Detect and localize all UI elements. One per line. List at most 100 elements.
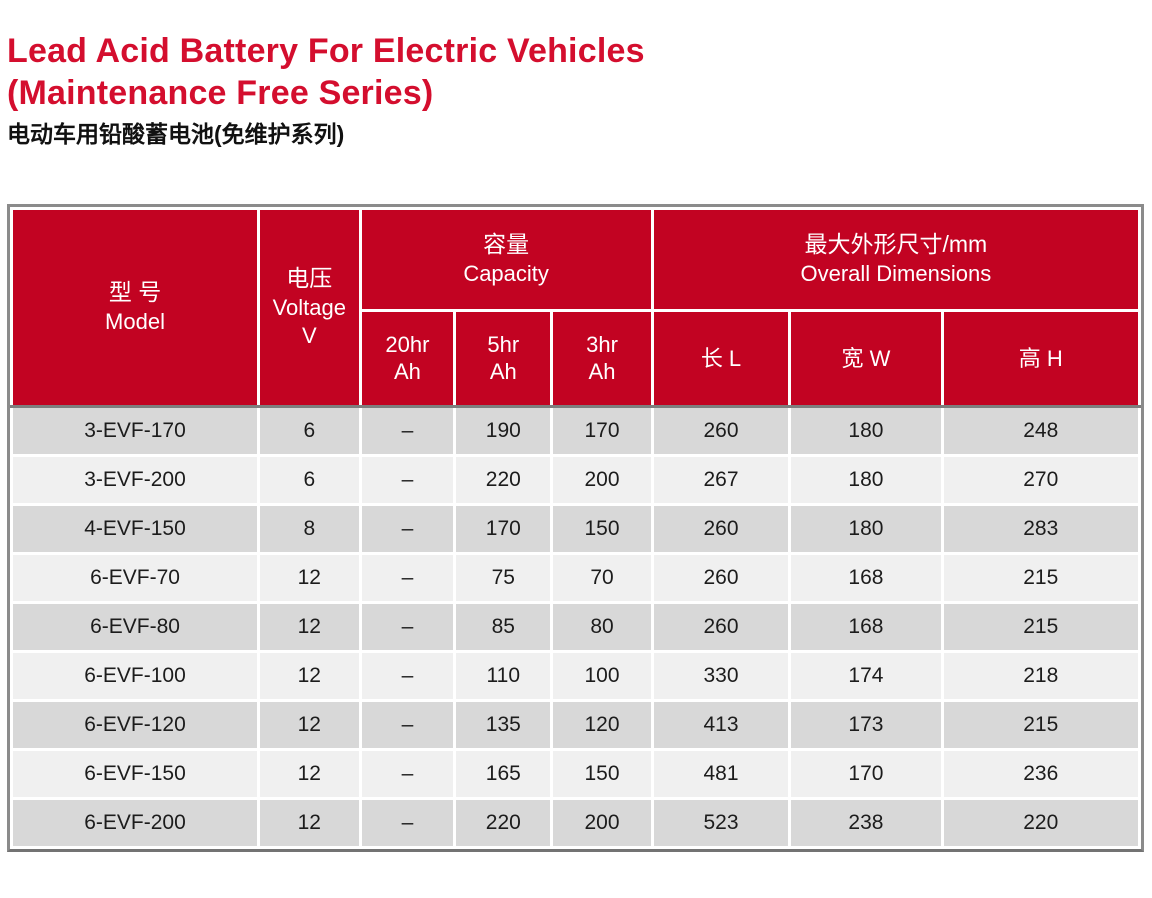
cell-width: 170 xyxy=(788,747,944,800)
cell-width: 180 xyxy=(788,404,944,457)
cell-model: 3-EVF-200 xyxy=(9,453,261,506)
cell-capacity-5hr: 220 xyxy=(453,453,554,506)
table-row: 6-EVF-80 12–85 80 260 168 215 xyxy=(9,600,1142,653)
spec-table-container: 型 号 Model 电压 Voltage V 容量 Capacity 最大外形尺… xyxy=(7,203,1144,852)
col-header-3hr-line2: Ah xyxy=(588,359,616,385)
table-row: 6-EVF-70 12–75 70 260 168 215 xyxy=(9,551,1142,604)
cell-height: 248 xyxy=(940,404,1142,457)
cell-voltage: 12 xyxy=(257,747,362,800)
cell-voltage: 6 xyxy=(257,404,362,457)
cell-length: 523 xyxy=(650,796,792,849)
cell-model: 6-EVF-80 xyxy=(9,600,261,653)
page-title: Lead Acid Battery For Electric Vehicles (… xyxy=(7,30,1144,114)
col-header-20hr-line2: Ah xyxy=(393,359,421,385)
col-header-capacity-cn: 容量 xyxy=(483,231,530,258)
page: Lead Acid Battery For Electric Vehicles (… xyxy=(7,30,1144,852)
cell-length: 260 xyxy=(650,404,792,457)
table-row: 6-EVF-200 12–220 200 523 238 220 xyxy=(9,796,1142,849)
cell-height: 215 xyxy=(940,698,1142,751)
cell-model: 6-EVF-120 xyxy=(9,698,261,751)
cell-capacity-5hr: 75 xyxy=(453,551,554,604)
cell-capacity-20hr: – xyxy=(358,453,457,506)
col-header-capacity: 容量 Capacity xyxy=(358,206,654,312)
cell-capacity-5hr: 85 xyxy=(453,600,554,653)
cell-capacity-20hr: – xyxy=(358,551,457,604)
cell-model: 6-EVF-70 xyxy=(9,551,261,604)
table-row: 3-EVF-200 6–220 200 267 180 270 xyxy=(9,453,1142,506)
cell-width: 238 xyxy=(788,796,944,849)
cell-capacity-3hr: 200 xyxy=(550,796,654,849)
cell-width: 180 xyxy=(788,502,944,555)
table-row: 3-EVF-170 6–190 170 260 180 248 xyxy=(9,404,1142,457)
cell-capacity-5hr: 135 xyxy=(453,698,554,751)
cell-capacity-5hr: 190 xyxy=(453,404,554,457)
col-header-voltage: 电压 Voltage V xyxy=(257,206,362,408)
col-header-width: 宽 W xyxy=(788,308,944,408)
cell-length: 481 xyxy=(650,747,792,800)
cell-width: 174 xyxy=(788,649,944,702)
cell-length: 260 xyxy=(650,551,792,604)
cell-length: 330 xyxy=(650,649,792,702)
table-row: 4-EVF-150 8–170 150 260 180 283 xyxy=(9,502,1142,555)
cell-capacity-20hr: – xyxy=(358,600,457,653)
cell-capacity-20hr: – xyxy=(358,796,457,849)
cell-voltage: 12 xyxy=(257,600,362,653)
cell-width: 173 xyxy=(788,698,944,751)
cell-capacity-20hr: – xyxy=(358,747,457,800)
cell-capacity-3hr: 100 xyxy=(550,649,654,702)
cell-height: 236 xyxy=(940,747,1142,800)
cell-height: 270 xyxy=(940,453,1142,506)
col-header-capacity-en: Capacity xyxy=(463,261,549,287)
cell-capacity-20hr: – xyxy=(358,502,457,555)
cell-width: 168 xyxy=(788,600,944,653)
col-header-5hr: 5hr Ah xyxy=(453,308,554,408)
cell-model: 6-EVF-150 xyxy=(9,747,261,800)
col-header-dimensions-cn: 最大外形尺寸/mm xyxy=(804,231,988,258)
cell-length: 413 xyxy=(650,698,792,751)
cell-capacity-3hr: 120 xyxy=(550,698,654,751)
cell-voltage: 12 xyxy=(257,649,362,702)
cell-height: 218 xyxy=(940,649,1142,702)
cell-voltage: 12 xyxy=(257,551,362,604)
col-header-3hr-line1: 3hr xyxy=(586,331,618,357)
cell-length: 260 xyxy=(650,600,792,653)
cell-length: 267 xyxy=(650,453,792,506)
table-body: 3-EVF-170 6–190 170 260 180 248 3-EVF-200 6–220… xyxy=(9,404,1142,849)
cell-voltage: 12 xyxy=(257,698,362,751)
cell-capacity-3hr: 200 xyxy=(550,453,654,506)
cell-model: 6-EVF-200 xyxy=(9,796,261,849)
col-header-dimensions: 最大外形尺寸/mm Overall Dimensions xyxy=(650,206,1142,312)
cell-voltage: 12 xyxy=(257,796,362,849)
table-header: 型 号 Model 电压 Voltage V 容量 Capacity 最大外形尺… xyxy=(9,206,1142,408)
cell-capacity-20hr: – xyxy=(358,698,457,751)
col-header-5hr-line2: Ah xyxy=(489,359,517,385)
table-row: 6-EVF-100 12–110 100 330 174 218 xyxy=(9,649,1142,702)
cell-capacity-5hr: 165 xyxy=(453,747,554,800)
cell-height: 220 xyxy=(940,796,1142,849)
cell-width: 180 xyxy=(788,453,944,506)
cell-height: 215 xyxy=(940,600,1142,653)
cell-capacity-20hr: – xyxy=(358,649,457,702)
cell-capacity-5hr: 170 xyxy=(453,502,554,555)
cell-capacity-5hr: 110 xyxy=(453,649,554,702)
col-header-20hr-line1: 20hr xyxy=(385,331,430,357)
cell-model: 4-EVF-150 xyxy=(9,502,261,555)
col-header-voltage-cn: 电压 xyxy=(286,264,333,291)
cell-voltage: 8 xyxy=(257,502,362,555)
cell-capacity-3hr: 80 xyxy=(550,600,654,653)
cell-capacity-5hr: 220 xyxy=(453,796,554,849)
col-header-dimensions-en: Overall Dimensions xyxy=(800,261,992,287)
cell-height: 215 xyxy=(940,551,1142,604)
cell-model: 3-EVF-170 xyxy=(9,404,261,457)
battery-spec-table: 型 号 Model 电压 Voltage V 容量 Capacity 最大外形尺… xyxy=(9,206,1142,849)
cell-model: 6-EVF-100 xyxy=(9,649,261,702)
table-row: 6-EVF-150 12–165 150 481 170 236 xyxy=(9,747,1142,800)
col-header-length: 长 L xyxy=(650,308,792,408)
page-title-line1: Lead Acid Battery For Electric Vehicles xyxy=(7,32,645,70)
cell-capacity-20hr: – xyxy=(358,404,457,457)
col-header-height: 高 H xyxy=(940,308,1142,408)
col-header-voltage-en: Voltage xyxy=(272,294,346,320)
page-title-line2: (Maintenance Free Series) xyxy=(7,74,434,113)
cell-length: 260 xyxy=(650,502,792,555)
cell-capacity-3hr: 70 xyxy=(550,551,654,604)
